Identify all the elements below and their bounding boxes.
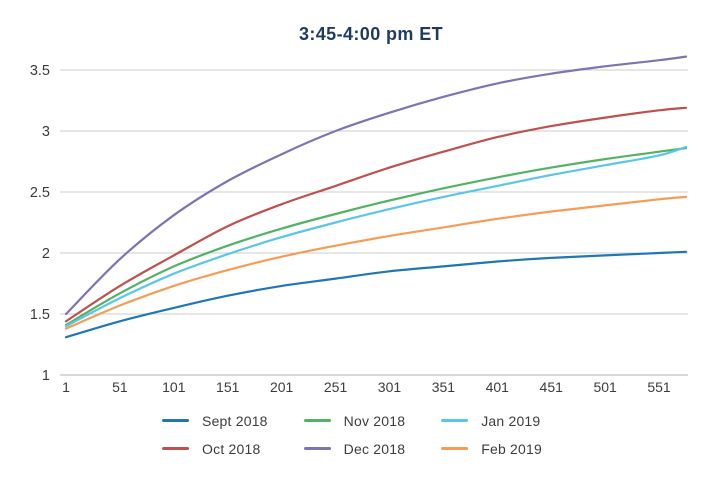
x-axis-tick-label: 151 (216, 379, 240, 395)
legend-item-sept-2018: Sept 2018 (162, 408, 268, 433)
x-axis-tick-label: 251 (324, 379, 348, 395)
legend-item-nov-2018: Nov 2018 (303, 408, 406, 433)
x-axis-tick-label: 201 (270, 379, 294, 395)
series-line-jan-2019 (64, 145, 688, 328)
x-axis-tick-label: 301 (378, 379, 402, 395)
legend-swatch-icon (441, 419, 469, 422)
chart-title: 3:45-4:00 pm ET (298, 24, 444, 44)
series-line-nov-2018 (64, 147, 688, 327)
legend-item-oct-2018: Oct 2018 (162, 436, 268, 461)
y-axis-tick-label: 3.5 (30, 63, 50, 79)
x-axis-tick-label: 451 (540, 379, 564, 395)
legend-swatch-icon (162, 419, 190, 422)
chart-legend: Sept 2018 Oct 2018 Nov 2018 Dec 2018 Jan 201… (162, 408, 542, 461)
legend-swatch-icon (303, 447, 331, 450)
legend-label: Sept 2018 (202, 412, 268, 429)
series-line-dec-2018 (64, 55, 688, 316)
line-chart-plot-area: 11.522.533.51 51 101 151 201 251 301 351 401 451 5… (30, 55, 688, 395)
legend-column: Sept 2018 Oct 2018 (162, 408, 268, 461)
x-axis-tick-label: 401 (486, 379, 510, 395)
legend-item-jan-2019: Jan 2019 (441, 408, 542, 433)
legend-label: Dec 2018 (343, 440, 406, 457)
y-axis-tick-label: 3 (42, 124, 50, 140)
legend-label: Feb 2019 (481, 440, 542, 457)
series-line-feb-2019 (64, 195, 688, 330)
x-axis-tick-label: 351 (432, 379, 456, 395)
legend-item-feb-2019: Feb 2019 (441, 436, 542, 461)
legend-label: Oct 2018 (202, 440, 261, 457)
legend-label: Nov 2018 (343, 412, 406, 429)
legend-item-dec-2018: Dec 2018 (303, 436, 406, 461)
legend-swatch-icon (441, 447, 469, 450)
legend-swatch-icon (162, 447, 190, 450)
x-axis-tick-label: 101 (162, 379, 186, 395)
legend-label: Jan 2019 (481, 412, 541, 429)
legend-swatch-icon (303, 419, 331, 422)
x-axis-tick-label: 51 (112, 379, 128, 395)
x-axis-tick-label: 1 (62, 379, 70, 395)
legend-column: Jan 2019 Feb 2019 (441, 408, 542, 461)
y-axis-tick-label: 1 (42, 368, 50, 384)
series-line-oct-2018 (64, 106, 688, 323)
legend-column: Nov 2018 Dec 2018 (303, 408, 406, 461)
x-axis-tick-label: 501 (593, 379, 617, 395)
x-axis-tick-label: 551 (647, 379, 671, 395)
y-axis-tick-label: 2.5 (30, 185, 50, 201)
y-axis-tick-label: 1.5 (30, 307, 50, 323)
series-line-sept-2018 (64, 250, 688, 339)
y-axis-tick-label: 2 (42, 246, 50, 262)
